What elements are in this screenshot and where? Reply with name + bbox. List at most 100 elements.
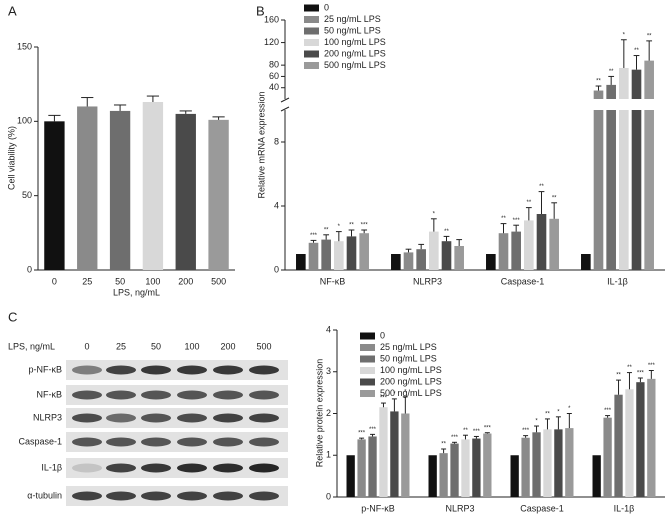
panel-label: A — [8, 3, 17, 18]
blot-band — [106, 491, 136, 501]
blot-band — [106, 437, 136, 447]
bar — [549, 218, 559, 270]
y-tick-label: 80 — [269, 60, 279, 70]
significance: ** — [463, 428, 468, 434]
bar — [321, 239, 331, 270]
significance: *** — [358, 431, 366, 437]
bar — [439, 453, 448, 497]
significance: *** — [451, 435, 459, 441]
significance: * — [557, 409, 560, 415]
bar — [441, 241, 452, 270]
bar — [429, 231, 439, 270]
y-tick-label: 50 — [22, 190, 32, 200]
significance: ** — [444, 229, 449, 235]
bar — [308, 242, 319, 270]
legend-swatch — [304, 39, 319, 46]
bar — [346, 236, 357, 270]
legend-label: 25 ng/mL LPS — [380, 342, 437, 352]
legend-swatch — [304, 4, 319, 12]
blot-header: LPS, ng/mL — [8, 341, 55, 351]
bar — [565, 428, 574, 497]
blot-band — [249, 463, 279, 473]
x-tick-label: Caspase-1 — [501, 276, 545, 286]
lane-label: 0 — [84, 341, 89, 351]
significance: ** — [526, 200, 531, 206]
blot-band — [249, 491, 279, 501]
blot-band — [106, 365, 136, 375]
bar — [543, 429, 552, 497]
significance: ** — [545, 412, 550, 418]
x-tick-label: NF-κB — [320, 276, 346, 286]
blot-band — [213, 463, 243, 473]
blot-band — [141, 463, 171, 473]
x-tick-label: 25 — [82, 276, 92, 286]
lane-label: 500 — [256, 341, 271, 351]
blot-band — [177, 491, 207, 501]
legend-swatch — [360, 367, 375, 374]
significance: ** — [349, 223, 354, 229]
x-tick-label: 500 — [211, 276, 226, 286]
blot-band — [249, 437, 279, 447]
legend-swatch — [304, 50, 319, 58]
bar — [208, 119, 229, 270]
bar — [536, 214, 547, 270]
blot-band — [213, 437, 243, 447]
significance: *** — [513, 218, 521, 224]
legend-swatch — [304, 16, 319, 23]
bar — [379, 407, 388, 497]
bar — [486, 254, 496, 270]
y-tick-label: 160 — [264, 14, 279, 24]
significance: * — [568, 406, 571, 412]
bar — [606, 110, 616, 270]
bar — [625, 389, 634, 497]
bar — [593, 110, 604, 270]
lane-label: 200 — [220, 341, 235, 351]
bar — [401, 413, 410, 497]
y-tick-label: 8 — [274, 136, 279, 146]
blot-band — [141, 365, 171, 375]
blot-band — [213, 390, 243, 400]
y-tick-label: 120 — [264, 37, 279, 47]
significance: ** — [501, 216, 506, 222]
x-tick-label: 100 — [145, 276, 160, 286]
significance: *** — [648, 363, 656, 369]
bar — [142, 102, 164, 270]
blot-band — [72, 437, 102, 447]
bar — [603, 417, 612, 497]
bar — [461, 439, 470, 497]
x-tick-label: IL-1β — [607, 276, 628, 286]
y-tick-label: 3 — [326, 366, 331, 376]
row-label: α-tubulin — [27, 490, 62, 500]
significance: * — [393, 391, 396, 397]
bar — [472, 438, 481, 497]
bar — [619, 67, 629, 99]
blot-band — [249, 413, 279, 423]
y-tick-label: 60 — [269, 71, 279, 81]
significance: ** — [609, 69, 614, 75]
significance: * — [338, 224, 341, 230]
y-tick-label: 1 — [326, 450, 331, 460]
axis-break — [280, 106, 290, 112]
significance: ** — [324, 227, 329, 233]
significance: *** — [473, 429, 481, 435]
bar — [334, 241, 344, 270]
bar — [368, 436, 377, 497]
legend-label: 100 ng/mL LPS — [324, 37, 386, 47]
bar — [644, 60, 654, 99]
significance: *** — [484, 425, 492, 431]
bar — [498, 233, 509, 270]
y-axis-title: Relative mRNA expression — [256, 91, 266, 198]
bar — [631, 69, 642, 99]
bar — [511, 231, 521, 270]
blot-band — [213, 365, 243, 375]
bar — [109, 110, 131, 270]
bar — [636, 382, 645, 497]
legend-label: 25 ng/mL LPS — [324, 14, 381, 24]
y-axis-title: Relative protein expression — [314, 359, 324, 468]
bar — [592, 455, 601, 497]
x-tick-label: 0 — [52, 276, 57, 286]
bar — [403, 252, 414, 270]
x-axis-title: LPS, ng/mL — [113, 287, 160, 297]
legend-label: 0 — [324, 2, 329, 12]
